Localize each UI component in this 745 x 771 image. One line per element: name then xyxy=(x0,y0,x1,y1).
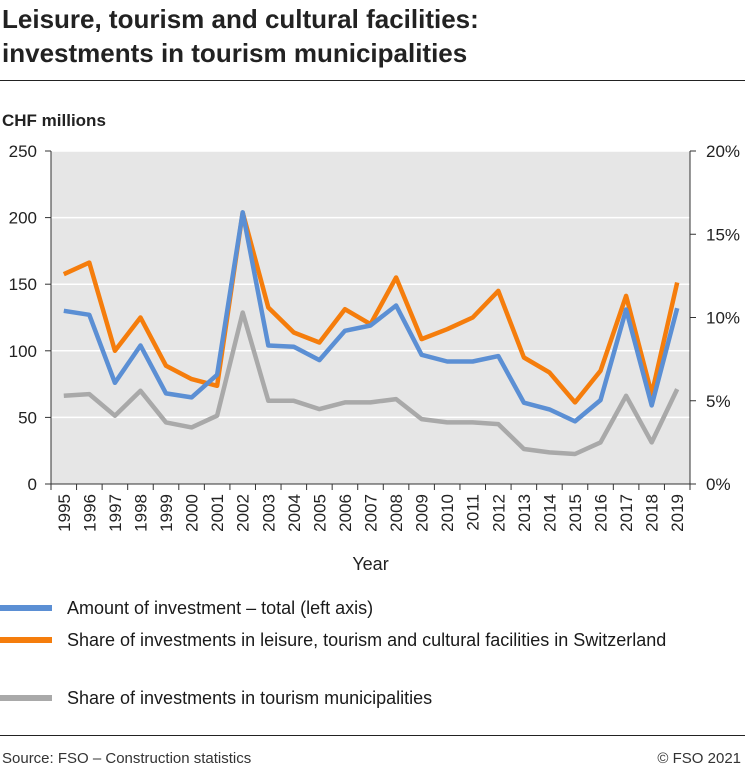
x-tick-label: 2006 xyxy=(336,494,355,532)
x-tick-label: 2010 xyxy=(438,494,457,532)
x-tick-label: 1997 xyxy=(106,494,125,532)
x-tick-label: 2019 xyxy=(668,494,687,532)
x-tick-label: 1996 xyxy=(80,494,99,532)
title-divider xyxy=(0,80,745,81)
series-line-amount xyxy=(63,210,680,424)
legend-item-amount: Amount of investment – total (left axis) xyxy=(0,596,667,620)
x-tick-label: 2016 xyxy=(592,494,611,532)
chart-title-line-2: investments in tourism municipalities xyxy=(2,38,468,68)
legend-label-share-switzerland: Share of investments in leisure, tourism… xyxy=(67,630,667,650)
y-axis-label: CHF millions xyxy=(2,111,106,130)
x-tick-label: 2004 xyxy=(285,494,304,532)
x-tick-label: 2001 xyxy=(208,494,227,532)
legend-swatch-blue xyxy=(0,605,52,611)
x-tick-label: 2002 xyxy=(234,494,253,532)
y-tick-label: 50 xyxy=(18,408,37,427)
legend-item-share-switzerland: Share of investments in leisure, tourism… xyxy=(0,628,667,652)
x-tick-label: 2003 xyxy=(259,494,278,532)
x-tick-label: 2009 xyxy=(413,494,432,532)
chart-title: Leisure, tourism and cultural facilities… xyxy=(2,2,742,70)
chart-title-line-1: Leisure, tourism and cultural facilities… xyxy=(2,4,479,34)
x-tick-label: 2015 xyxy=(566,494,585,532)
x-tick-label: 2017 xyxy=(617,494,636,532)
x-tick-label: 2012 xyxy=(489,494,508,532)
y-tick-label: 150 xyxy=(9,275,37,294)
y2-tick-label: 10% xyxy=(706,309,740,328)
plot-area xyxy=(51,151,690,484)
y-tick-label: 200 xyxy=(9,209,37,228)
y-tick-label: 100 xyxy=(9,342,37,361)
x-tick-label: 2011 xyxy=(464,494,483,531)
legend-swatch-orange xyxy=(0,637,52,643)
x-tick-label: 2014 xyxy=(540,494,559,532)
legend-label-share-tourism: Share of investments in tourism municipa… xyxy=(67,688,433,708)
line-chart: 0 50 100 150 200 250 0% 5% 10% 15% 20% 1995 1996 1997… xyxy=(9,142,740,574)
y2-tick-label: 5% xyxy=(706,392,731,411)
x-tick-label: 2007 xyxy=(362,494,381,532)
legend-swatch-gray xyxy=(0,695,52,701)
x-tick-label: 1998 xyxy=(131,494,150,532)
y2-tick-label: 0% xyxy=(706,475,731,494)
series-line-share-tourism xyxy=(63,310,680,457)
x-axis-title: Year xyxy=(352,554,388,574)
legend-item-share-tourism: Share of investments in tourism municipa… xyxy=(0,686,667,710)
x-tick-label: 2013 xyxy=(515,494,534,532)
x-tick-label: 2005 xyxy=(310,494,329,532)
y2-tick-label: 20% xyxy=(706,142,740,161)
y-tick-label: 250 xyxy=(9,142,37,161)
footer-divider xyxy=(0,735,745,736)
x-tick-label: 2018 xyxy=(643,494,662,532)
y-tick-label: 0 xyxy=(28,475,37,494)
x-tick-label: 1999 xyxy=(157,494,176,532)
legend-label-amount: Amount of investment – total (left axis) xyxy=(67,598,374,618)
source-note: Source: FSO – Construction statistics xyxy=(2,750,252,767)
copyright: © FSO 2021 xyxy=(657,750,741,767)
x-tick-label: 2000 xyxy=(183,494,202,532)
y2-tick-label: 15% xyxy=(706,225,740,244)
x-tick-label: 2008 xyxy=(387,494,406,532)
x-tick-label: 1995 xyxy=(55,494,74,532)
